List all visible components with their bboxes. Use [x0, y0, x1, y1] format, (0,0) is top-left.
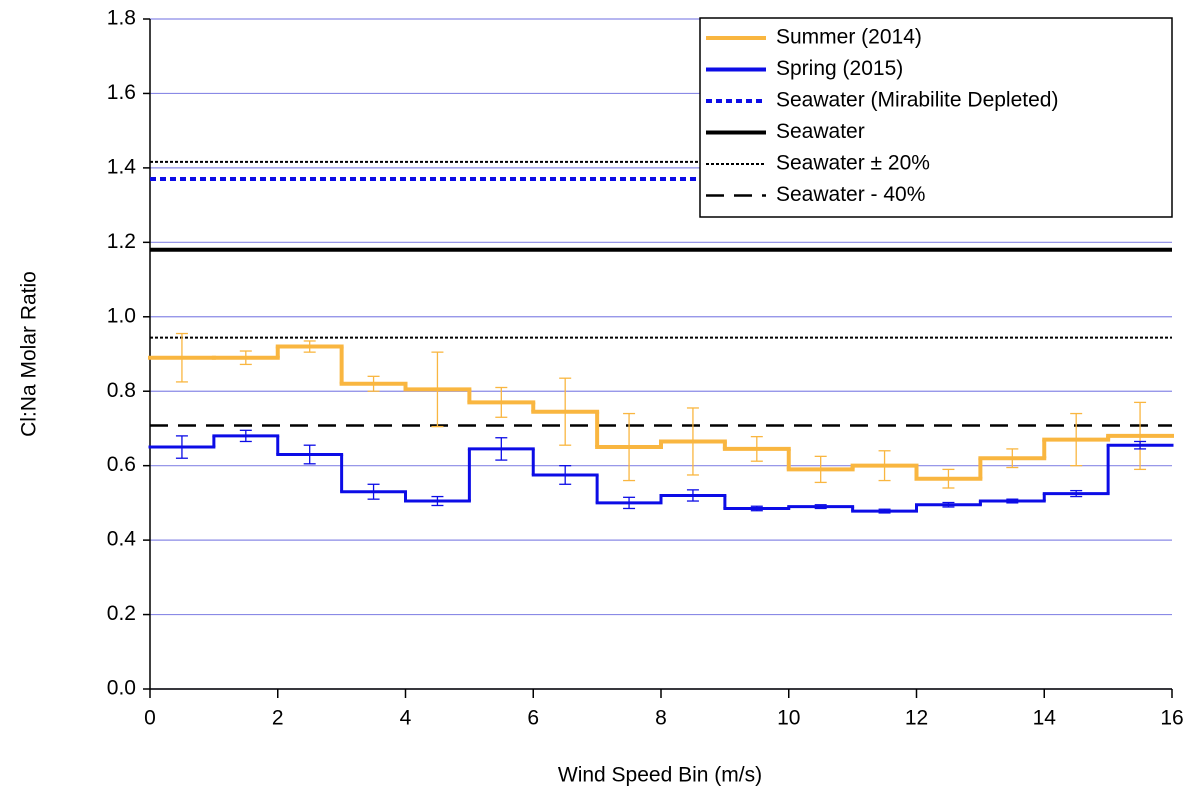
x-tick-label: 2: [272, 707, 284, 730]
x-tick-label: 0: [144, 707, 156, 730]
y-tick-label: 1.0: [107, 304, 136, 327]
x-tick-label: 10: [777, 707, 800, 730]
legend-label: Spring (2015): [776, 57, 903, 80]
x-axis-label: Wind Speed Bin (m/s): [558, 764, 762, 787]
y-tick-label: 0.2: [107, 602, 136, 625]
y-tick-label: 0.0: [107, 677, 136, 700]
x-tick-label: 8: [655, 707, 667, 730]
legend-label: Seawater ± 20%: [776, 152, 930, 175]
x-tick-label: 14: [1033, 707, 1057, 730]
legend-label: Seawater: [776, 120, 865, 143]
legend-label: Seawater - 40%: [776, 183, 925, 206]
y-tick-label: 1.8: [107, 7, 136, 30]
y-tick-label: 0.6: [107, 453, 136, 476]
y-tick-label: 0.4: [107, 528, 137, 551]
y-tick-label: 1.4: [107, 155, 137, 178]
legend-label: Seawater (Mirabilite Depleted): [776, 89, 1058, 112]
legend-label: Summer (2014): [776, 26, 922, 49]
x-tick-label: 16: [1160, 707, 1183, 730]
x-tick-label: 4: [400, 707, 412, 730]
y-axis-label: Cl:Na Molar Ratio: [18, 271, 41, 437]
y-tick-label: 1.2: [107, 230, 136, 253]
legend-box: [699, 17, 1173, 218]
x-tick-label: 6: [527, 707, 539, 730]
y-tick-label: 0.8: [107, 379, 136, 402]
y-tick-label: 1.6: [107, 81, 136, 104]
x-tick-label: 12: [905, 707, 928, 730]
